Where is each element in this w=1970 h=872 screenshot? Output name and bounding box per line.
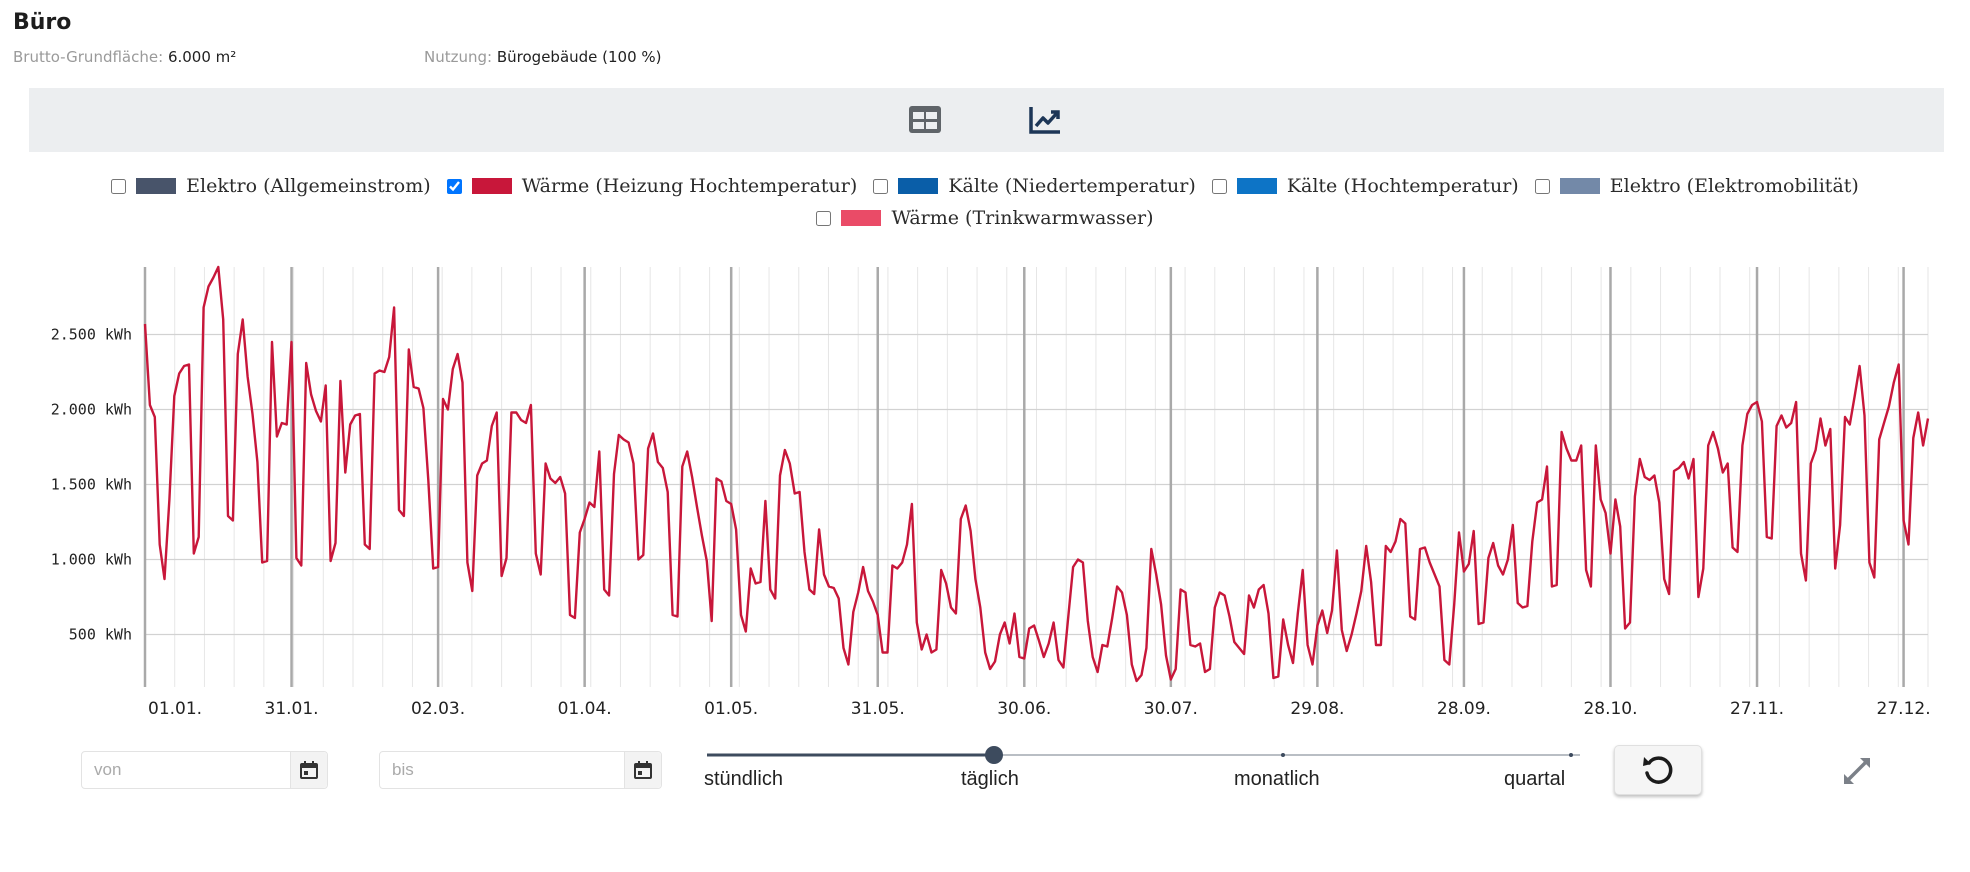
x-tick-label: 31.01. [265,699,319,719]
legend-label: Wärme (Trinkwarmwasser) [891,207,1154,229]
date-from-field [81,751,328,789]
x-tick-label: 01.01. [148,699,202,719]
x-tick-label: 29.08. [1290,699,1344,719]
legend-item-kaelte-nieder[interactable]: Kälte (Niedertemperatur) [873,175,1196,197]
legend-checkbox[interactable] [446,178,462,194]
legend-label: Kälte (Niedertemperatur) [948,175,1196,197]
legend-swatch [136,178,177,194]
page-title: Büro [13,10,72,35]
legend-checkbox[interactable] [816,210,832,226]
legend-label: Elektro (Elektromobilität) [1609,175,1859,197]
gross-floor-area: Brutto-Grundfläche: 6.000 m² [13,48,236,66]
legend-checkbox[interactable] [1534,178,1550,194]
series-layer [143,265,1930,683]
legend-checkbox[interactable] [111,178,127,194]
series-line-waerme-heizung [143,265,1930,683]
x-tick-label: 30.06. [997,699,1051,719]
legend-swatch [1559,178,1600,194]
y-tick-label: 500 kWh [69,626,132,644]
energy-line-chart: 500 kWh 1.000 kWh 1.500 kWh 2.000 kWh 2.500 … [51,265,1931,719]
calendar-icon[interactable] [290,752,327,788]
table-icon[interactable] [908,104,942,136]
x-tick-label: 28.10. [1583,699,1637,719]
date-to-input[interactable] [380,752,626,788]
y-axis-labels: 500 kWh 1.000 kWh 1.500 kWh 2.000 kWh 2.500 … [51,326,132,644]
legend-item-elektro-mobilitaet[interactable]: Elektro (Elektromobilität) [1534,175,1859,197]
gross-floor-area-label: Brutto-Grundfläche: [13,48,164,66]
y-tick-label: 2.000 kWh [51,401,132,419]
legend-row-2: Wärme (Trinkwarmwasser) [0,207,1970,231]
legend-checkbox[interactable] [873,178,889,194]
usage-info: Nutzung: Bürogebäude (100 %) [424,48,662,66]
y-tick-label: 1.500 kWh [51,476,132,494]
resolution-option-daily[interactable]: täglich [961,768,1019,790]
legend-item-elektro-allgemeinstrom[interactable]: Elektro (Allgemeinstrom) [111,175,431,197]
usage-label: Nutzung: [424,48,493,66]
usage-value: Bürogebäude (100 %) [496,48,662,66]
resolution-option-hourly[interactable]: stündlich [704,768,783,790]
legend-label: Wärme (Heizung Hochtemperatur) [521,175,858,197]
legend-label: Elektro (Allgemeinstrom) [186,175,431,197]
x-tick-label: 01.05. [704,699,758,719]
legend-swatch [898,178,939,194]
x-tick-label: 31.05. [851,699,905,719]
legend-row-1: Elektro (Allgemeinstrom) Wärme (Heizung … [0,175,1970,199]
resolution-slider[interactable] [700,740,1580,770]
legend-swatch [471,178,512,194]
x-tick-label: 27.12. [1877,699,1931,719]
date-to-field [379,751,662,789]
y-tick-label: 2.500 kWh [51,326,132,344]
resolution-option-monthly[interactable]: monatlich [1234,768,1320,790]
x-tick-label: 01.04. [558,699,612,719]
legend-swatch [1236,178,1277,194]
x-tick-label: 27.11. [1730,699,1784,719]
y-tick-label: 1.000 kWh [51,551,132,569]
x-axis-labels: 01.01. 31.01. 02.03. 01.04. 01.05. 31.05. 30.0… [148,699,1931,719]
view-toolbar [29,88,1944,152]
calendar-icon[interactable] [624,752,661,788]
legend-item-kaelte-hoch[interactable]: Kälte (Hochtemperatur) [1211,175,1519,197]
slider-handle[interactable] [985,746,1003,764]
x-tick-label: 30.07. [1144,699,1198,719]
x-tick-label: 02.03. [411,699,465,719]
legend-item-waerme-heizung[interactable]: Wärme (Heizung Hochtemperatur) [446,175,858,197]
chart-line-icon[interactable] [1028,104,1062,136]
x-tick-label: 28.09. [1437,699,1491,719]
gross-floor-area-value: 6.000 m² [167,48,237,66]
resolution-option-quarterly[interactable]: quartal [1504,768,1566,790]
legend-item-waerme-trinkwarmwasser[interactable]: Wärme (Trinkwarmwasser) [816,207,1154,229]
legend-label: Kälte (Hochtemperatur) [1286,175,1519,197]
date-from-input[interactable] [82,752,292,788]
chart-grid [143,267,1929,687]
expand-icon[interactable] [1840,754,1874,788]
legend-swatch [841,210,882,226]
legend-checkbox[interactable] [1211,178,1227,194]
reset-button[interactable] [1614,745,1702,795]
reset-icon [1643,756,1673,784]
